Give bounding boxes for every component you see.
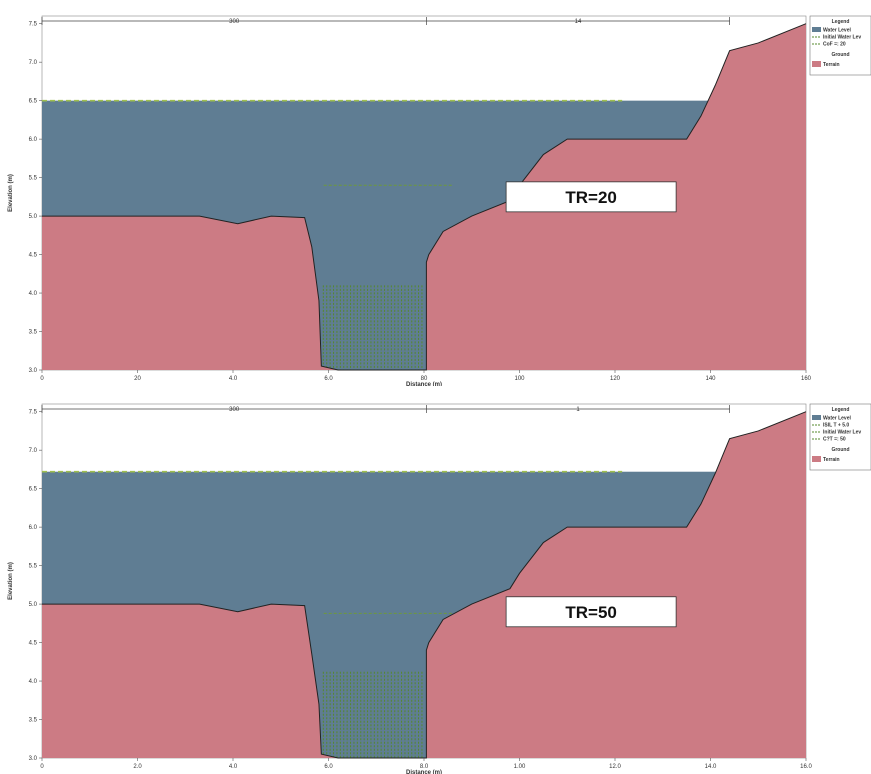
legend-title: Legend (832, 19, 850, 25)
scenario-label: TR=20 (565, 188, 617, 207)
x-tick-label: 12.0 (609, 764, 621, 770)
y-tick-label: 4.5 (29, 253, 38, 259)
legend-entry: Water Level (823, 28, 851, 34)
y-tick-label: 7.0 (29, 448, 38, 454)
legend-entry: Terrain (823, 62, 840, 68)
legend-title: Legend (832, 407, 850, 413)
chart-panel-bottom: 300 1 3.0 3.5 4.0 4.5 5.0 5.5 6.0 6.5 7.0 7.5 0 2.0 4.… (0, 388, 871, 774)
legend-entry: C?T =: 50 (823, 437, 846, 443)
y-tick-label: 6.5 (29, 99, 38, 105)
legend-entry: Initial Water Lev (823, 35, 861, 41)
legend-group-title: Ground (831, 447, 849, 453)
y-tick-label: 3.5 (29, 718, 38, 724)
y-tick-label: 3.0 (29, 368, 38, 374)
vegetation-group (322, 671, 423, 758)
dimension-label: 1 (576, 407, 580, 413)
x-tick-label: 140 (705, 376, 716, 382)
y-axis-label: Elevation (m) (8, 174, 14, 212)
dimension-label: 300 (229, 19, 240, 25)
y-tick-label: 6.0 (29, 525, 38, 531)
legend-entry: ISIL T + 5.0 (823, 423, 849, 429)
legend-entry: CoF =: 20 (823, 42, 846, 48)
y-tick-label: 7.5 (29, 410, 38, 416)
legend-swatch-water (812, 415, 821, 420)
x-tick-label: 2.0 (133, 764, 142, 770)
y-tick-label: 5.0 (29, 214, 38, 220)
vegetation-group (322, 285, 423, 370)
cross-section-chart-bottom: 300 1 3.0 3.5 4.0 4.5 5.0 5.5 6.0 6.5 7.0 7.5 0 2.0 4.… (8, 403, 871, 774)
x-tick-label: 6.0 (324, 376, 333, 382)
x-axis-label: Distance (m) (406, 382, 442, 386)
y-tick-label: 5.0 (29, 602, 38, 608)
y-tick-label: 4.0 (29, 679, 38, 685)
x-tick-label: 16.0 (800, 764, 812, 770)
y-axis-label: Elevation (m) (8, 562, 14, 600)
scenario-box (505, 596, 677, 628)
legend-entry: Terrain (823, 457, 840, 463)
x-tick-label: 6.0 (324, 764, 333, 770)
y-tick-label: 5.5 (29, 564, 38, 570)
scenario-label: TR=50 (565, 603, 617, 622)
x-tick-label: 20 (134, 376, 141, 382)
x-axis-label: Distance (m) (406, 770, 442, 774)
dimension-label: 300 (229, 407, 240, 413)
y-tick-label: 5.5 (29, 176, 38, 182)
x-tick-label: 120 (610, 376, 621, 382)
terrain-outline (42, 23, 807, 371)
legend-entry: Initial Water Lev (823, 430, 861, 436)
x-tick-label: 160 (801, 376, 812, 382)
x-tick-label: 0 (40, 764, 44, 770)
cross-section-chart-top: 300 14 3.0 3.5 4.0 4.5 5.0 5.5 6.0 6.5 7.0 7.5 0 20 4.… (8, 15, 871, 386)
x-tick-label: 8.0 (420, 764, 429, 770)
y-tick-label: 3.0 (29, 756, 38, 762)
x-tick-label: 4.0 (229, 764, 238, 770)
scenario-box (505, 181, 677, 213)
x-tick-label: 14.0 (705, 764, 717, 770)
terrain-outline (42, 411, 807, 759)
legend-entry: Water Level (823, 416, 851, 422)
terrain-right-bank (426, 411, 806, 758)
y-tick-label: 4.0 (29, 291, 38, 297)
y-tick-label: 7.5 (29, 22, 38, 28)
legend-swatch-terrain (812, 61, 821, 67)
x-tick-label: 4.0 (229, 376, 238, 382)
x-tick-label: 80 (421, 376, 428, 382)
y-tick-label: 6.5 (29, 487, 38, 493)
terrain-left-bank (42, 604, 427, 758)
legend-swatch-terrain (812, 456, 821, 462)
y-tick-label: 7.0 (29, 60, 38, 66)
y-tick-label: 3.5 (29, 330, 38, 336)
x-tick-label: 1.00 (514, 764, 526, 770)
legend-group-title: Ground (831, 52, 849, 58)
x-tick-label: 0 (40, 376, 44, 382)
x-tick-label: 100 (514, 376, 525, 382)
legend-swatch-water (812, 27, 821, 32)
dimension-label: 14 (575, 19, 582, 25)
terrain-left-bank (42, 216, 427, 370)
y-tick-label: 6.0 (29, 137, 38, 143)
y-tick-label: 4.5 (29, 641, 38, 647)
chart-panel-top: 300 14 3.0 3.5 4.0 4.5 5.0 5.5 6.0 6.5 7.0 7.5 0 20 4.… (0, 0, 871, 386)
